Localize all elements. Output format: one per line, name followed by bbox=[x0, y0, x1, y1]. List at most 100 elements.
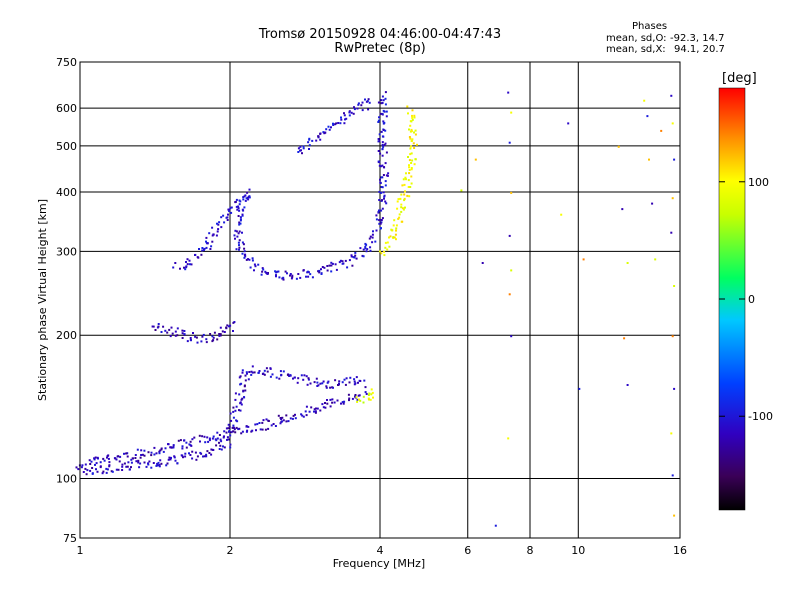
echo-point bbox=[241, 397, 244, 400]
echo-point bbox=[326, 402, 329, 405]
echo-point bbox=[200, 253, 203, 256]
echo-point bbox=[245, 258, 248, 261]
echo-point bbox=[402, 208, 405, 211]
echo-point bbox=[339, 122, 342, 125]
echo-point bbox=[385, 115, 388, 118]
echo-point bbox=[297, 377, 300, 380]
echo-point bbox=[400, 203, 403, 206]
echo-point bbox=[238, 209, 241, 212]
x-tick-label: 8 bbox=[527, 544, 534, 557]
y-tick-label: 500 bbox=[56, 140, 77, 153]
echo-point bbox=[385, 174, 388, 177]
sparse-echo-point bbox=[617, 145, 620, 148]
echo-point bbox=[353, 106, 355, 109]
echo-point bbox=[305, 375, 308, 378]
echo-point bbox=[191, 450, 194, 453]
echo-point bbox=[169, 458, 172, 461]
echo-point bbox=[377, 140, 380, 143]
echo-point bbox=[169, 335, 172, 338]
echo-point bbox=[345, 117, 348, 120]
echo-point bbox=[270, 424, 273, 427]
sparse-echo-point bbox=[673, 514, 676, 517]
echo-point bbox=[305, 275, 307, 278]
echo-point bbox=[155, 464, 158, 467]
echo-point bbox=[371, 236, 374, 239]
echo-point bbox=[284, 270, 287, 273]
echo-point bbox=[295, 277, 298, 280]
echo-point bbox=[380, 209, 383, 212]
echo-point bbox=[279, 417, 282, 419]
echo-point bbox=[411, 118, 414, 121]
echo-point bbox=[349, 376, 352, 379]
echo-point bbox=[239, 383, 242, 386]
echo-point bbox=[398, 216, 401, 219]
echo-point bbox=[108, 461, 111, 464]
echo-point bbox=[243, 396, 246, 399]
echo-point bbox=[341, 260, 344, 263]
echo-point bbox=[314, 411, 317, 414]
echo-point bbox=[160, 448, 163, 451]
echo-point bbox=[308, 144, 311, 147]
echo-point bbox=[115, 468, 118, 471]
echo-point bbox=[347, 393, 350, 396]
echo-point bbox=[412, 142, 415, 145]
echo-point bbox=[405, 172, 407, 175]
echo-point bbox=[241, 430, 244, 433]
echo-point bbox=[199, 440, 201, 443]
echo-point bbox=[380, 221, 383, 224]
echo-point bbox=[89, 463, 92, 465]
echo-point bbox=[410, 167, 413, 169]
echo-point bbox=[239, 222, 242, 225]
echo-point bbox=[392, 224, 395, 227]
echo-point bbox=[380, 186, 383, 188]
echo-point bbox=[354, 254, 357, 257]
echo-point bbox=[106, 456, 108, 459]
echo-point bbox=[212, 449, 215, 451]
echo-point bbox=[245, 197, 248, 200]
echo-point bbox=[196, 256, 199, 259]
colorbar-tick-label: 100 bbox=[748, 176, 769, 189]
echo-point bbox=[210, 453, 213, 456]
echo-point bbox=[121, 463, 124, 466]
sparse-echo-point bbox=[623, 337, 626, 340]
echo-point bbox=[366, 100, 369, 103]
sparse-echo-point bbox=[621, 208, 624, 211]
echo-point bbox=[380, 191, 383, 194]
echo-point bbox=[318, 269, 321, 272]
sparse-echo-point bbox=[460, 189, 463, 192]
echo-point bbox=[322, 131, 325, 134]
echo-point bbox=[80, 466, 83, 469]
echo-point bbox=[342, 402, 345, 405]
echo-point bbox=[382, 191, 385, 194]
echo-point bbox=[205, 453, 208, 456]
echo-point bbox=[183, 439, 185, 442]
echo-point bbox=[135, 460, 138, 463]
echo-point bbox=[235, 248, 238, 251]
echo-point bbox=[156, 464, 159, 467]
echo-point bbox=[277, 414, 280, 417]
echo-point bbox=[398, 213, 401, 216]
echo-point bbox=[407, 156, 409, 158]
echo-point bbox=[382, 145, 385, 148]
echo-point bbox=[386, 248, 389, 251]
echo-point bbox=[413, 147, 416, 149]
echo-point bbox=[338, 380, 341, 383]
echo-point bbox=[170, 326, 173, 329]
echo-point bbox=[410, 152, 413, 155]
echo-point bbox=[290, 277, 293, 280]
sparse-echo-point bbox=[673, 158, 676, 161]
echo-point bbox=[344, 118, 346, 121]
echo-point bbox=[247, 378, 250, 381]
echo-point bbox=[308, 138, 311, 141]
echo-point bbox=[239, 401, 242, 404]
echo-point bbox=[246, 429, 249, 432]
echo-point bbox=[156, 462, 159, 465]
echo-point bbox=[356, 107, 359, 110]
echo-point bbox=[382, 129, 385, 131]
echo-point bbox=[261, 373, 264, 375]
sparse-echo-point bbox=[626, 384, 629, 386]
echo-point bbox=[287, 420, 290, 423]
echo-point bbox=[381, 199, 383, 202]
echo-point bbox=[210, 448, 213, 451]
echo-point bbox=[121, 469, 124, 471]
